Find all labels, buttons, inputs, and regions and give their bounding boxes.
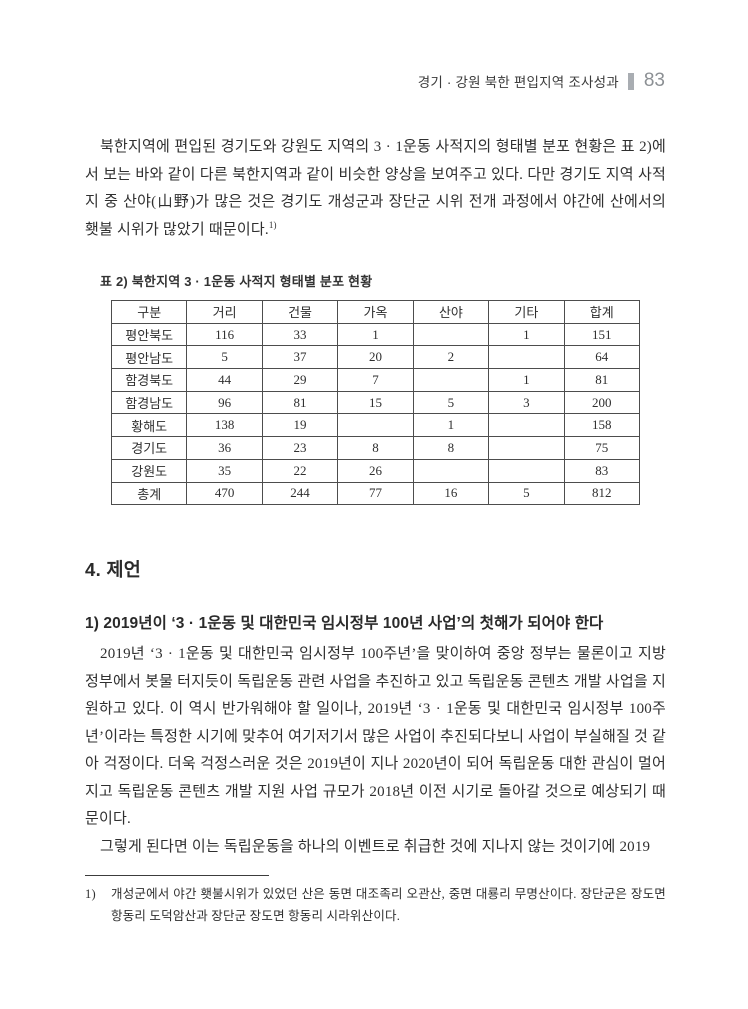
table-cell: 1 (488, 368, 565, 392)
table-cell: 22 (261, 458, 339, 483)
table-cell: 5 (488, 481, 565, 506)
table-cell (337, 413, 414, 438)
subsection-heading: 1) 2019년이 ‘3 · 1운동 및 대한민국 임시정부 100년 사업’의… (85, 615, 604, 632)
table-row: 평안남도 5 37 20 2 64 (110, 345, 641, 370)
table-cell: 81 (261, 390, 339, 415)
intro-paragraph: 북한지역에 편입된 경기도와 강원도 지역의 3 · 1운동 사적지의 형태별 … (85, 134, 666, 244)
table-cell: 2 (412, 345, 490, 370)
section-paragraph: 그렇게 된다면 이는 독립운동을 하나의 이벤트로 취급한 것에 지나지 않는 … (100, 838, 651, 855)
table-cell: 5 (186, 345, 263, 370)
table-cell: 200 (563, 390, 641, 415)
section-paragraph: 2019년 ‘3 · 1운동 및 대한민국 임시정부 100주년’을 맞이하여 … (85, 646, 666, 827)
table-header-cell: 거리 (186, 300, 263, 324)
table-cell: 812 (563, 481, 641, 506)
table-caption: 표 2) 북한지역 3 · 1운동 사적지 형태별 분포 현황 (100, 274, 373, 289)
table-cell (412, 458, 490, 483)
table-cell: 37 (261, 345, 339, 370)
table-row: 함경남도 96 81 15 5 3 200 (110, 390, 641, 415)
table-cell: 75 (563, 436, 641, 460)
table-cell: 평안남도 (110, 345, 188, 370)
footnote-marker: 1) (85, 887, 96, 901)
table-cell: 16 (412, 481, 490, 506)
footnote-text: 개성군에서 야간 횃불시위가 있었던 산은 동면 대조족리 오관산, 중면 대룡… (111, 887, 666, 923)
table-cell: 158 (563, 413, 641, 438)
table-cell: 64 (563, 345, 641, 370)
table-cell: 81 (563, 368, 641, 392)
intro-block: 북한지역에 편입된 경기도와 강원도 지역의 3 · 1운동 사적지의 형태별 … (85, 134, 666, 244)
table-header-cell: 구분 (110, 300, 188, 324)
table-header-cell: 기타 (488, 300, 565, 324)
table-cell: 8 (412, 436, 490, 460)
table-header-cell: 건물 (261, 300, 339, 324)
table-header-cell: 가옥 (337, 300, 414, 324)
table-cell: 1 (412, 413, 490, 438)
table-cell: 29 (261, 368, 339, 392)
footnote-ref: 1) (268, 219, 277, 230)
table-cell: 함경북도 (110, 368, 188, 392)
table-header-cell: 산야 (412, 300, 490, 324)
table-cell: 138 (186, 413, 263, 438)
running-head-title: 경기 · 강원 북한 편입지역 조사성과 (417, 75, 619, 90)
table-cell: 황해도 (110, 413, 188, 438)
table-row: 황해도 138 19 1 158 (110, 413, 641, 438)
intro-paragraph-text: 북한지역에 편입된 경기도와 강원도 지역의 3 · 1운동 사적지의 형태별 … (85, 139, 666, 238)
table-cell: 26 (337, 458, 414, 483)
footnote: 1) 개성군에서 야간 횃불시위가 있었던 산은 동면 대조족리 오관산, 중면 … (85, 884, 666, 927)
table-cell: 36 (186, 436, 263, 460)
table-cell: 평안북도 (110, 322, 188, 347)
table-cell: 3 (488, 390, 565, 415)
section-heading: 4. 제언 (85, 559, 142, 580)
table-cell: 20 (337, 345, 414, 370)
table-row: 경기도 36 23 8 8 75 (110, 436, 641, 460)
table-cell (488, 345, 565, 370)
table-cell (412, 368, 490, 392)
table-cell: 35 (186, 458, 263, 483)
table-cell: 7 (337, 368, 414, 392)
table-cell: 470 (186, 481, 263, 506)
footnote-separator (85, 875, 269, 876)
table-row: 총계 470 244 77 16 5 812 (110, 481, 641, 506)
table-cell: 5 (412, 390, 490, 415)
table-cell: 1 (337, 322, 414, 347)
table-head: 구분 거리 건물 가옥 산야 기타 합계 (110, 300, 641, 324)
table-cell (412, 322, 490, 347)
table-cell: 1 (488, 322, 565, 347)
table-cell: 함경남도 (110, 390, 188, 415)
table-cell: 116 (186, 322, 263, 347)
table-cell: 강원도 (110, 458, 188, 483)
page-number: 83 (643, 70, 665, 91)
table-cell: 15 (337, 390, 414, 415)
table-row: 함경북도 44 29 7 1 81 (110, 368, 641, 392)
table-cell: 151 (563, 322, 641, 347)
table-cell: 8 (337, 436, 414, 460)
distribution-table: 구분 거리 건물 가옥 산야 기타 합계 평안북도 116 33 1 1 151 평안남도 5 37 20 2 6… (110, 300, 641, 506)
table-row: 평안북도 116 33 1 1 151 (110, 322, 641, 347)
table-header-row: 구분 거리 건물 가옥 산야 기타 합계 (110, 300, 641, 324)
table-cell (488, 413, 565, 438)
table-cell (488, 436, 565, 460)
table-body: 평안북도 116 33 1 1 151 평안남도 5 37 20 2 64 함경북도 44 29 7 1 81 함경… (110, 322, 641, 506)
table-cell: 총계 (110, 481, 188, 506)
table-cell: 44 (186, 368, 263, 392)
table-cell: 77 (337, 481, 414, 506)
table-cell: 244 (261, 481, 339, 506)
table-row: 강원도 35 22 26 83 (110, 458, 641, 483)
table-cell: 23 (261, 436, 339, 460)
table-cell (488, 458, 565, 483)
table-cell: 경기도 (110, 436, 188, 460)
running-head: 경기 · 강원 북한 편입지역 조사성과 83 (418, 70, 665, 92)
section-paragraphs: 2019년 ‘3 · 1운동 및 대한민국 임시정부 100주년’을 맞이하여 … (85, 641, 666, 861)
table-cell: 96 (186, 390, 263, 415)
table-header-cell: 합계 (563, 300, 641, 324)
header-divider-bar (627, 72, 634, 90)
table-cell: 33 (261, 322, 339, 347)
table-cell: 83 (563, 458, 641, 483)
table-cell: 19 (261, 413, 339, 438)
